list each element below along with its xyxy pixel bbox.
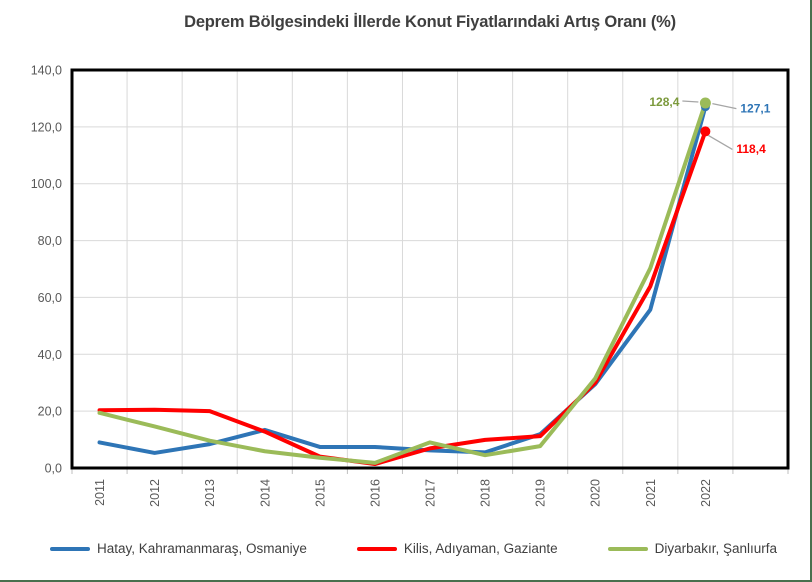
x-tick-label: 2022 <box>699 479 713 507</box>
x-tick-label: 2017 <box>424 479 438 507</box>
end-value-label-1: 118,4 <box>736 142 766 156</box>
chart-plot-area: 0,0 20,0 40,0 60,0 80,0 100,0 120,0 140,0 2011 20… <box>31 64 790 507</box>
leader-line-0 <box>712 103 737 110</box>
y-tick-label: 40,0 <box>38 348 62 362</box>
x-tick-label: 2014 <box>258 479 272 507</box>
x-tick-label: 2020 <box>589 479 603 507</box>
x-tick-label: 2012 <box>148 479 162 507</box>
series-line-1 <box>97 129 708 467</box>
series-line-2 <box>97 100 708 465</box>
end-value-label-0: 127,1 <box>740 102 770 116</box>
legend-swatch-kilis <box>356 546 397 551</box>
legend-item-diyarbakir: Diyarbakır, Şanlıurfa <box>607 541 777 556</box>
legend-label-kilis: Kilis, Adıyaman, Gaziante <box>403 541 558 556</box>
x-tick-label: 2015 <box>313 479 327 507</box>
legend-swatch-diyarbakir <box>607 546 648 551</box>
y-tick-label: 140,0 <box>31 64 62 78</box>
leader-line-1 <box>708 134 733 150</box>
y-tick-label: 60,0 <box>38 291 62 305</box>
y-tick-label: 120,0 <box>31 120 62 134</box>
leader-line-2 <box>682 100 699 103</box>
x-tick-label: 2013 <box>203 479 217 507</box>
x-tick-label: 2021 <box>644 479 658 507</box>
series-end-marker-1 <box>700 126 711 137</box>
y-tick-label: 0,0 <box>45 462 62 476</box>
legend-item-hatay: Hatay, Kahramanmaraş, Osmaniye <box>50 541 307 556</box>
legend-item-kilis: Kilis, Adıyaman, Gaziante <box>356 541 558 556</box>
x-tick-label: 2018 <box>479 479 493 507</box>
legend-swatch-hatay <box>50 546 90 551</box>
legend-label-hatay: Hatay, Kahramanmaraş, Osmaniye <box>97 541 307 556</box>
plot-frame <box>70 68 790 470</box>
y-tick-label: 80,0 <box>38 234 62 248</box>
chart-legend: Hatay, Kahramanmaraş, Osmaniye Kilis, Ad… <box>50 541 777 556</box>
chart-title: Deprem Bölgesindeki İllerde Konut Fiyatl… <box>184 13 676 31</box>
series-line-0 <box>97 104 708 455</box>
legend-label-diyarbakir: Diyarbakır, Şanlıurfa <box>654 541 777 556</box>
y-tick-label: 20,0 <box>38 405 62 419</box>
series-end-marker-2 <box>699 97 711 109</box>
x-tick-label: 2016 <box>368 479 382 507</box>
end-value-label-2: 128,4 <box>649 95 679 109</box>
x-tick-label: 2019 <box>534 479 548 507</box>
y-tick-label: 100,0 <box>31 177 62 191</box>
x-tick-label: 2011 <box>93 479 107 506</box>
